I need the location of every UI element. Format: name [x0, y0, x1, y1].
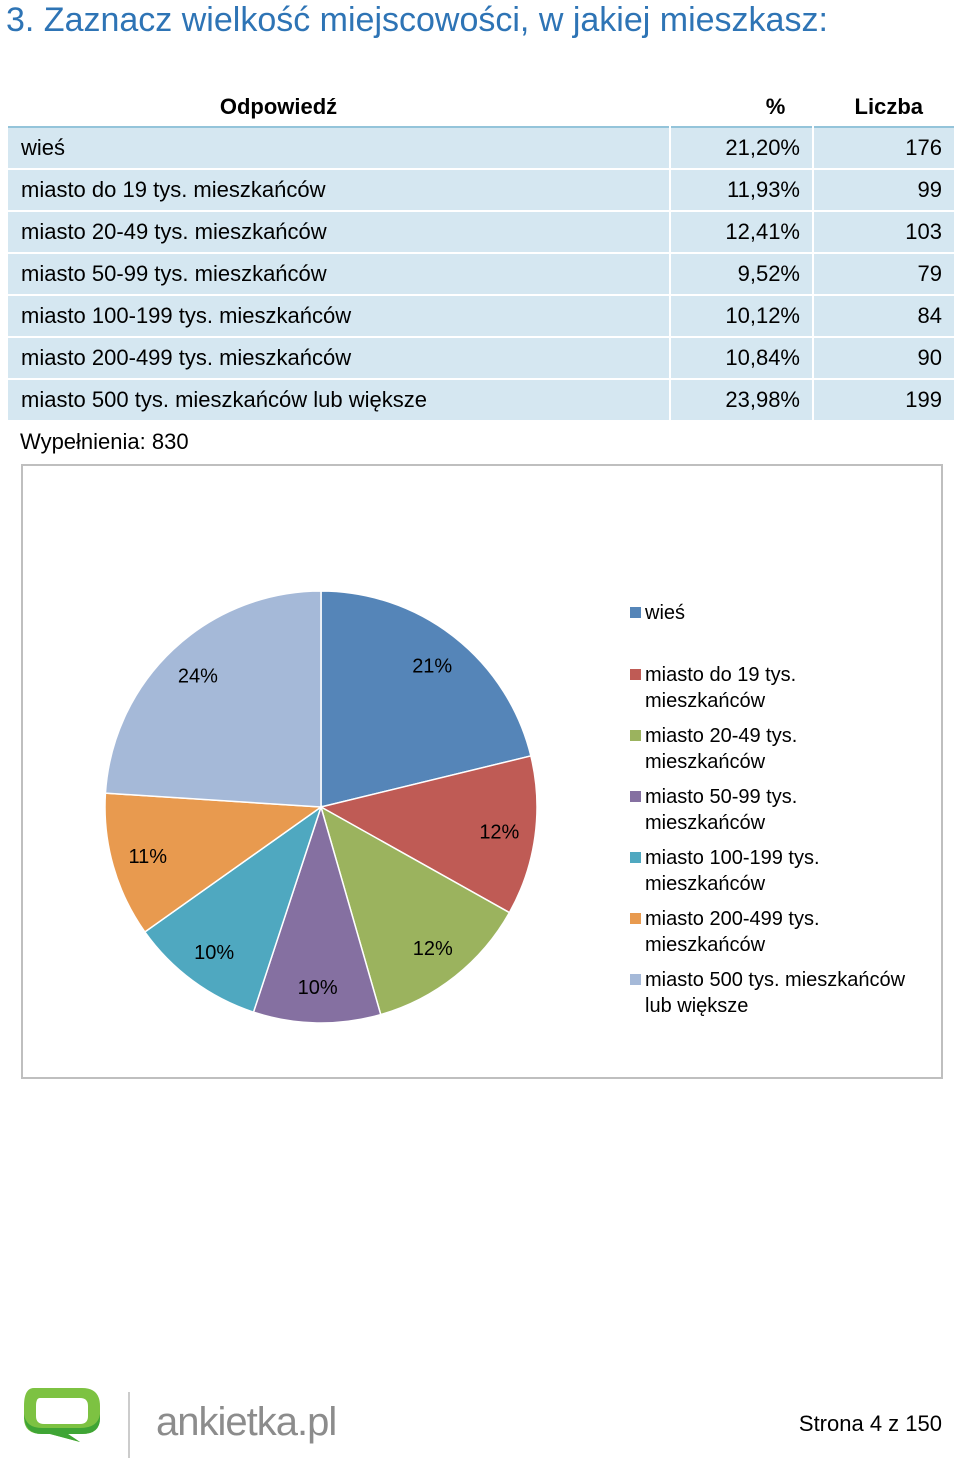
legend-label: miasto 20-49 tys. mieszkańców — [645, 725, 798, 773]
row-answer: miasto 20-49 tys. mieszkańców — [6, 210, 671, 254]
table-row: miasto 200-499 tys. mieszkańców 10,84% 9… — [6, 336, 956, 380]
legend-label: miasto 200-499 tys. mieszkańców — [645, 908, 820, 956]
table-row: miasto 50-99 tys. mieszkańców 9,52% 79 — [6, 252, 956, 296]
legend-label: wieś — [645, 602, 686, 624]
header-count: Liczba — [854, 94, 923, 119]
row-count: 90 — [812, 336, 956, 380]
pie-data-label: 12% — [479, 821, 519, 843]
legend-swatch — [630, 730, 641, 741]
pie-slice — [320, 590, 532, 808]
pie-slice — [252, 804, 382, 1024]
pie-data-label: 10% — [194, 942, 234, 964]
row-percent: 9,52% — [669, 252, 814, 296]
pie-data-label: 24% — [178, 666, 218, 688]
pie-data-label: 10% — [298, 977, 338, 999]
pie-slice — [104, 590, 322, 808]
row-count: 84 — [812, 294, 956, 338]
pie-data-label: 12% — [413, 938, 453, 960]
row-answer: wieś — [6, 126, 671, 170]
row-count: 79 — [812, 252, 956, 296]
legend-swatch — [630, 607, 641, 618]
legend-swatch — [630, 974, 641, 985]
table-row: miasto 20-49 tys. mieszkańców 12,41% 103 — [6, 210, 956, 254]
pie-data-label: 11% — [129, 846, 168, 868]
footer-brand: ankietka.pl — [156, 1400, 337, 1444]
legend-label: miasto 100-199 tys. mieszkańców — [645, 847, 820, 895]
row-answer: miasto 100-199 tys. mieszkańców — [6, 294, 671, 338]
table-row: miasto do 19 tys. mieszkańców 11,93% 99 — [6, 168, 956, 212]
row-percent: 10,12% — [669, 294, 814, 338]
header-answer: Odpowiedź — [219, 94, 338, 119]
row-count: 103 — [812, 210, 956, 254]
legend-label: miasto do 19 tys. mieszkańców — [645, 664, 797, 712]
row-answer: miasto 200-499 tys. mieszkańców — [6, 336, 671, 380]
row-percent: 11,93% — [669, 168, 814, 212]
pie-slice — [319, 805, 511, 1016]
row-count: 99 — [812, 168, 956, 212]
row-answer: miasto do 19 tys. mieszkańców — [6, 168, 671, 212]
question-title: 3. Zaznacz wielkość miejscowości, w jaki… — [6, 1, 828, 39]
ankietka-logo-icon — [24, 1388, 100, 1442]
row-percent: 21,20% — [669, 126, 814, 170]
header-percent: % — [765, 94, 786, 119]
row-percent: 10,84% — [669, 336, 814, 380]
table-header-row: Odpowiedź % Liczba — [7, 88, 955, 127]
results-table: Odpowiedź % Liczba wieś 21,20% 176 miast… — [6, 88, 956, 422]
footer-divider — [128, 1392, 130, 1458]
pie-data-label: 21% — [412, 655, 452, 677]
table-row: miasto 500 tys. mieszkańców lub większe … — [6, 378, 956, 422]
pie-chart-svg: 21% 12% 12% 10% 10% 11% 24% — [104, 590, 538, 1024]
pie-slice — [318, 755, 538, 914]
pie-chart: 21% 12% 12% 10% 10% 11% 24% wieś miasto do 19 t… — [21, 464, 943, 1079]
table-row: wieś 21,20% 176 — [6, 126, 956, 170]
legend-label: miasto 500 tys. mieszkańców lub większe — [645, 969, 906, 1017]
row-count: 176 — [812, 126, 956, 170]
row-percent: 23,98% — [669, 378, 814, 422]
legend-swatch — [630, 791, 641, 802]
legend-label: miasto 50-99 tys. mieszkańców — [645, 786, 798, 834]
legend-swatch — [630, 852, 641, 863]
table-row: miasto 100-199 tys. mieszkańców 10,12% 8… — [6, 294, 956, 338]
row-answer: miasto 50-99 tys. mieszkańców — [6, 252, 671, 296]
legend-swatch — [630, 669, 641, 680]
legend-swatch — [630, 913, 641, 924]
pie-slice — [143, 805, 323, 1014]
row-answer: miasto 500 tys. mieszkańców lub większe — [6, 378, 671, 422]
fill-count: Wypełnienia: 830 — [20, 429, 189, 454]
pie-slice — [104, 792, 324, 934]
page-number: Strona 4 z 150 — [798, 1411, 942, 1436]
row-count: 199 — [812, 378, 956, 422]
row-percent: 12,41% — [669, 210, 814, 254]
